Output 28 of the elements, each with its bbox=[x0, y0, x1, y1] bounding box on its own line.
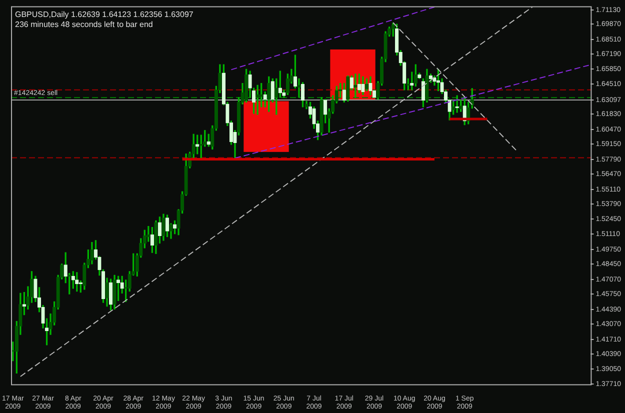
candlestick bbox=[278, 70, 282, 98]
candlestick bbox=[455, 95, 459, 113]
candlestick bbox=[361, 76, 365, 95]
candlestick bbox=[244, 68, 248, 102]
chart-title: GBPUSD,Daily 1.62639 1.64123 1.62356 1.63097 bbox=[15, 10, 194, 19]
candlestick bbox=[196, 134, 200, 154]
candlestick bbox=[364, 78, 369, 92]
candlestick bbox=[206, 134, 210, 147]
text: 236 minutes 48 seconds left to bar end bbox=[15, 20, 153, 29]
candlestick bbox=[418, 72, 422, 79]
candlestick bbox=[436, 68, 440, 92]
candlestick bbox=[90, 242, 94, 264]
candlestick bbox=[172, 220, 177, 234]
candlestick bbox=[112, 274, 116, 310]
candlestick bbox=[300, 82, 305, 108]
candlestick bbox=[105, 278, 109, 307]
candlestick bbox=[75, 272, 79, 292]
candlestick bbox=[162, 214, 166, 241]
candlestick bbox=[108, 278, 113, 310]
candlestick bbox=[256, 84, 260, 115]
candlestick bbox=[165, 214, 170, 238]
candlestick bbox=[169, 223, 173, 239]
candlestick bbox=[267, 76, 271, 112]
candlestick bbox=[154, 220, 158, 254]
candlestick bbox=[116, 276, 120, 302]
candlestick bbox=[428, 74, 433, 83]
candlestick bbox=[354, 74, 358, 98]
candlestick bbox=[368, 76, 372, 95]
